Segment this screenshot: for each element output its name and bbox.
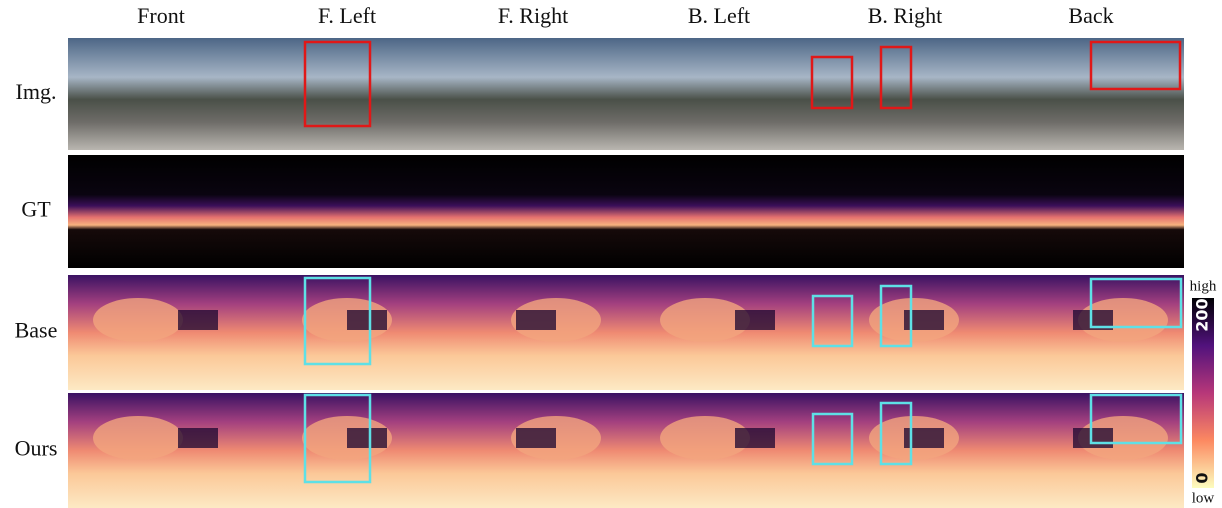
image-cell xyxy=(68,38,254,150)
image-grid xyxy=(68,38,1184,508)
column-header: B. Right xyxy=(868,3,943,28)
image-cell xyxy=(440,155,626,268)
depth-dark xyxy=(178,428,218,448)
figure: high low 200 0 Front F. Left F. Right B. Le… xyxy=(0,0,1222,508)
depth-dark xyxy=(735,428,775,448)
colorbar-tick: 0 xyxy=(1193,472,1212,483)
row-label: Base xyxy=(15,318,58,343)
image-cell xyxy=(812,38,998,150)
column-header: Front xyxy=(137,3,185,28)
depth-dark xyxy=(1073,428,1113,448)
image-cell xyxy=(998,155,1184,268)
depth-blob xyxy=(93,416,183,460)
image-cell xyxy=(626,155,812,268)
colorbar-low: low xyxy=(1192,490,1215,506)
image-cell xyxy=(254,155,440,268)
depth-dark xyxy=(347,428,387,448)
depth-dark xyxy=(735,310,775,330)
column-header: F. Right xyxy=(498,3,568,28)
column-header: F. Left xyxy=(318,3,376,28)
row-label: Ours xyxy=(15,436,58,461)
image-cell xyxy=(440,38,626,150)
image-cell xyxy=(626,38,812,150)
column-header: B. Left xyxy=(688,3,750,28)
depth-dark xyxy=(347,310,387,330)
row-label: GT xyxy=(21,197,51,222)
depth-dark xyxy=(178,310,218,330)
depth-blob xyxy=(93,298,183,342)
image-cell xyxy=(812,155,998,268)
colorbar-tick: 200 xyxy=(1193,298,1212,331)
depth-dark xyxy=(516,428,556,448)
image-cell xyxy=(68,155,254,268)
row-label: Img. xyxy=(16,79,57,104)
depth-dark xyxy=(516,310,556,330)
image-cell xyxy=(254,38,440,150)
colorbar-high: high xyxy=(1190,278,1217,294)
column-header: Back xyxy=(1068,3,1113,28)
